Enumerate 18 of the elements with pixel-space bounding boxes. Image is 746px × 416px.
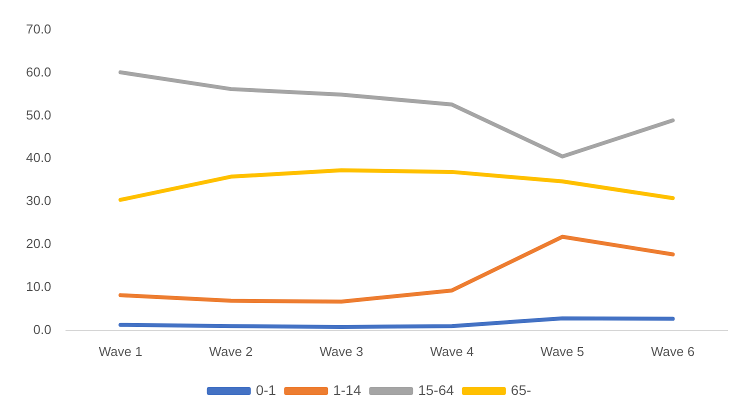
x-tick-label: Wave 2 [209,344,253,359]
x-tick-label: Wave 3 [320,344,364,359]
y-tick-label: 40.0 [26,150,52,166]
x-tick-label: Wave 6 [650,344,695,359]
y-tick-label: 20.0 [26,236,52,252]
x-tick-label: Wave 1 [98,344,142,359]
y-tick-label: 0.0 [33,322,52,337]
legend-label: 1-14 [333,382,362,398]
x-tick-label: Wave 5 [540,344,584,359]
y-tick-label: 30.0 [26,193,52,208]
y-tick-label: 10.0 [26,279,52,294]
y-tick-label: 60.0 [26,64,52,80]
legend-label: 15-64 [418,382,454,398]
legend-label: 65- [510,382,532,398]
x-tick-label: Wave 4 [430,344,474,359]
legend-label: 0-1 [256,382,276,398]
y-tick-label: 70.0 [26,21,52,36]
y-tick-label: 50.0 [26,107,52,122]
